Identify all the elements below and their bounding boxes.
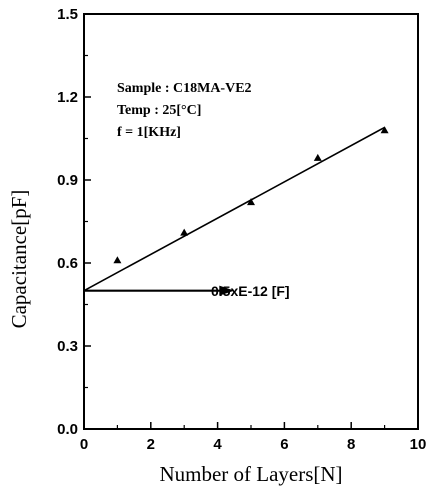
data-point-triangle — [180, 228, 189, 236]
annotation-frequency: f = 1[KHz] — [117, 125, 181, 140]
x-tick-label: 0 — [80, 436, 88, 453]
y-tick-label: 0.9 — [57, 172, 78, 189]
x-tick-label: 10 — [410, 436, 427, 453]
y-axis-title: Capacitance[pF] — [7, 190, 31, 329]
data-points — [113, 126, 389, 264]
x-tick-label: 4 — [213, 436, 222, 453]
data-point-triangle — [113, 256, 122, 264]
data-point-triangle — [247, 198, 255, 206]
annotation-sample: Sample : C18MA-VE2 — [117, 81, 252, 96]
fit-line — [83, 126, 385, 292]
annotation-temp: Temp : 25[°C] — [117, 103, 201, 118]
x-axis-title: Number of Layers[N] — [159, 462, 342, 486]
fit-line-group — [83, 126, 385, 292]
plot-border — [83, 13, 419, 430]
y-axis: 0.0 0.3 0.6 0.9 1.2 1.5 — [57, 6, 91, 438]
y-tick-label: 0.0 — [57, 421, 78, 438]
annotation-intercept: 0.5xE-12 [F] — [211, 283, 290, 299]
x-tick-label: 6 — [280, 436, 288, 453]
data-point-triangle — [313, 153, 322, 161]
y-tick-label: 1.2 — [57, 89, 78, 106]
y-tick-label: 0.3 — [57, 338, 78, 355]
x-tick-label: 8 — [347, 436, 355, 453]
data-point-triangle — [380, 126, 389, 134]
plot-frame — [83, 13, 419, 430]
x-tick-label: 2 — [147, 436, 155, 453]
y-tick-label: 1.5 — [57, 6, 78, 23]
intercept-arrow-group — [84, 285, 235, 296]
y-tick-label: 0.6 — [57, 255, 78, 272]
x-axis: 0 2 4 6 8 10 — [80, 422, 427, 453]
intercept-arrowhead — [219, 285, 235, 296]
